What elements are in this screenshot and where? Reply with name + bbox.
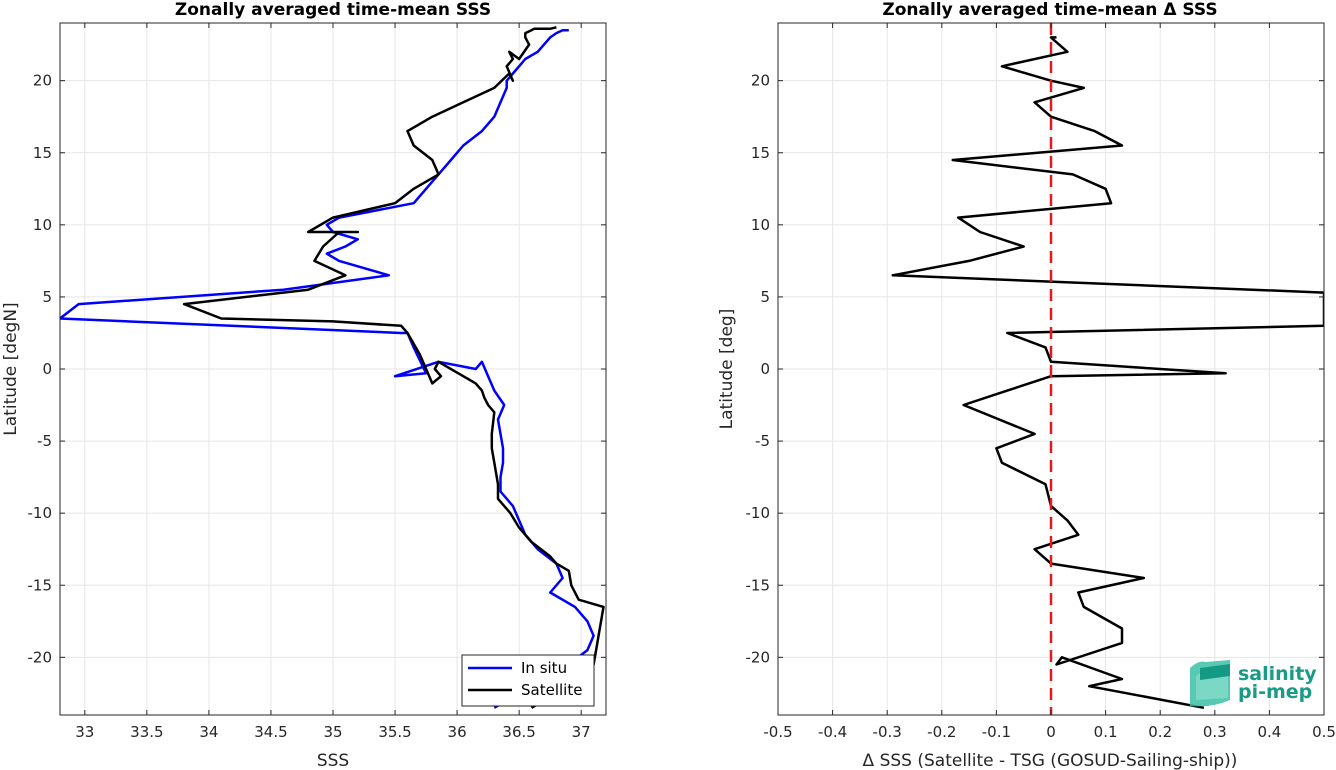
x-tick-label: 33.5 — [130, 723, 163, 741]
x-ticks-right: -0.5 -0.4 -0.3 -0.2 -0.1 0 0.1 0.2 0.3 0.4 0.5 — [763, 23, 1336, 741]
x-tick-label: -0.5 — [763, 723, 792, 741]
y-tick-label: -20 — [28, 648, 53, 666]
y-tick-label: 20 — [751, 72, 770, 90]
y-tick-label: 5 — [760, 288, 770, 306]
x-tick-label: -0.1 — [982, 723, 1011, 741]
chart-zonal-delta-sss: -0.5 -0.4 -0.3 -0.2 -0.1 0 0.1 0.2 0.3 0.4 0.5 20 1… — [717, 0, 1336, 770]
x-tick-label: 0.1 — [1094, 723, 1118, 741]
y-tick-label: 5 — [42, 288, 52, 306]
x-tick-label: 35 — [323, 723, 342, 741]
x-tick-label: -0.2 — [927, 723, 956, 741]
x-tick-label: -0.3 — [873, 723, 902, 741]
y-ticks-left: 20 15 10 5 0 -5 -10 -15 -20 — [28, 72, 606, 666]
x-tick-label: 0 — [1046, 723, 1056, 741]
x-axis-label-right: Δ SSS (Satellite - TSG (GOSUD-Sailing-sh… — [863, 751, 1238, 770]
series-line-delta-sss — [891, 36, 1324, 710]
series-left — [60, 26, 605, 709]
y-ticks-right: 20 15 10 5 0 -5 -10 -15 -20 — [746, 72, 1324, 666]
x-tick-label: 33 — [75, 723, 94, 741]
legend-label-satellite: Satellite — [521, 681, 582, 699]
chart-title-left: Zonally averaged time-mean SSS — [175, 0, 491, 20]
y-tick-label: -5 — [755, 432, 770, 450]
y-tick-label: -15 — [28, 576, 53, 594]
x-tick-label: 0.5 — [1312, 723, 1336, 741]
y-tick-label: 0 — [42, 360, 52, 378]
y-tick-label: -10 — [28, 504, 53, 522]
y-tick-label: -10 — [746, 504, 771, 522]
y-axis-label-right: Latitude [deg] — [717, 309, 737, 430]
y-tick-label: 15 — [33, 144, 52, 162]
logo-text-line2: pi-mep — [1238, 681, 1312, 703]
y-axis-label-left: Latitude [degN] — [1, 302, 21, 435]
x-tick-label: -0.4 — [818, 723, 847, 741]
y-tick-label: 10 — [751, 216, 770, 234]
x-tick-label: 34.5 — [254, 723, 287, 741]
y-tick-label: -5 — [37, 432, 52, 450]
series-right — [891, 23, 1324, 715]
y-tick-label: -20 — [746, 648, 771, 666]
y-tick-label: 20 — [33, 72, 52, 90]
y-tick-label: 15 — [751, 144, 770, 162]
x-tick-label: 36.5 — [502, 723, 535, 741]
series-line-satellite — [182, 26, 605, 709]
salinity-pimep-logo: salinity pi-mep — [1190, 660, 1317, 707]
y-tick-label: 0 — [760, 360, 770, 378]
legend-label-insitu: In situ — [521, 659, 567, 677]
logo-text-line1: salinity — [1238, 663, 1317, 685]
y-tick-label: -15 — [746, 576, 771, 594]
legend: In situ Satellite — [461, 654, 595, 707]
x-tick-label: 35.5 — [378, 723, 411, 741]
chart-title-right: Zonally averaged time-mean Δ SSS — [882, 0, 1217, 20]
grid-left — [60, 23, 606, 715]
legend-box — [461, 654, 595, 707]
y-tick-label: 10 — [33, 216, 52, 234]
x-tick-label: 0.4 — [1257, 723, 1281, 741]
x-axis-label-left: SSS — [317, 751, 349, 770]
x-ticks-left: 33 33.5 34 34.5 35 35.5 36 36.5 37 — [75, 23, 591, 741]
logo-wave-icon — [1190, 660, 1230, 707]
x-tick-label: 34 — [199, 723, 218, 741]
x-tick-label: 0.2 — [1148, 723, 1172, 741]
x-tick-label: 37 — [572, 723, 591, 741]
chart-zonal-sss: 33 33.5 34 34.5 35 35.5 36 36.5 37 20 15 10 5 0 -5 -10… — [1, 0, 607, 770]
x-tick-label: 0.3 — [1203, 723, 1227, 741]
x-tick-label: 36 — [448, 723, 467, 741]
